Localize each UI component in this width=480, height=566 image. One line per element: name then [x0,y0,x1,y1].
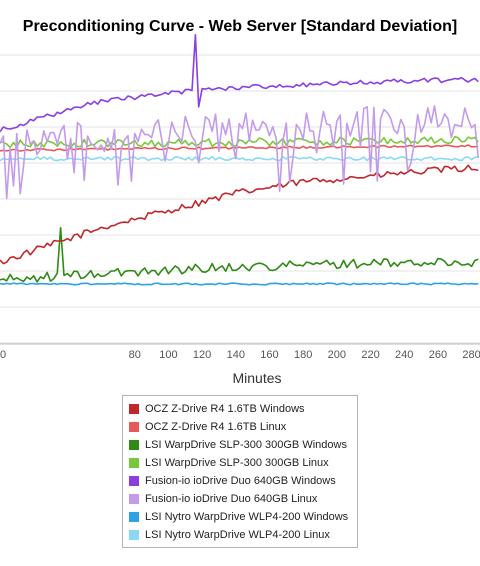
x-tick-label: 260 [429,349,447,361]
x-tick-label: 80 [129,349,141,361]
x-tick-label: 240 [395,349,413,361]
series-line [0,282,479,286]
legend-swatch [129,476,139,486]
legend: OCZ Z-Drive R4 1.6TB Windows OCZ Z-Drive … [122,395,358,548]
series-line [0,105,480,200]
x-tick-label: 160 [260,349,278,361]
legend-swatch [129,404,139,414]
series-line [0,155,479,162]
legend-label: OCZ Z-Drive R4 1.6TB Linux [145,421,287,433]
x-tick-label: 140 [227,349,245,361]
legend-item: LSI Nytro WarpDrive WLP4-200 Linux [129,526,351,544]
legend-item: LSI Nytro WarpDrive WLP4-200 Windows [129,508,351,526]
legend-item: LSI WarpDrive SLP-300 300GB Windows [129,436,351,454]
legend-label: LSI Nytro WarpDrive WLP4-200 Windows [145,511,349,523]
legend-swatch [129,512,139,522]
legend-swatch [129,458,139,468]
legend-swatch [129,422,139,432]
series-line [0,144,479,152]
legend-item: Fusion-io ioDrive Duo 640GB Windows [129,472,351,490]
legend-label: Fusion-io ioDrive Duo 640GB Windows [145,475,336,487]
series-line [0,227,479,283]
series-layer [0,34,480,286]
legend-item: LSI WarpDrive SLP-300 300GB Linux [129,454,351,472]
x-tick-label: 220 [361,349,379,361]
series-line [0,135,479,149]
series-line [0,34,479,133]
legend-swatch [129,494,139,504]
x-tick-label: 120 [193,349,211,361]
x-tick-label: 100 [159,349,177,361]
chart-title: Preconditioning Curve - Web Server [Stan… [22,18,458,35]
legend-label: OCZ Z-Drive R4 1.6TB Windows [145,403,305,415]
legend-swatch [129,440,139,450]
legend-item: OCZ Z-Drive R4 1.6TB Linux [129,418,351,436]
legend-label: LSI WarpDrive SLP-300 300GB Windows [145,439,347,451]
x-tick-labels: 0 80 100 120 140 160 180 200 220 240 260 280 [0,349,480,361]
legend-item: Fusion-io ioDrive Duo 640GB Linux [129,490,351,508]
legend-label: Fusion-io ioDrive Duo 640GB Linux [145,493,318,505]
x-axis-label: Minutes [232,370,281,386]
grid [0,54,480,345]
legend-item: OCZ Z-Drive R4 1.6TB Windows [129,400,351,418]
series-line [0,164,479,265]
legend-label: LSI Nytro WarpDrive WLP4-200 Linux [145,529,330,541]
legend-label: LSI WarpDrive SLP-300 300GB Linux [145,457,329,469]
x-tick-label: 200 [328,349,346,361]
x-tick-label: 280 [462,349,480,361]
legend-swatch [129,530,139,540]
x-tick-label: 0 [0,349,6,361]
x-tick-label: 180 [294,349,312,361]
